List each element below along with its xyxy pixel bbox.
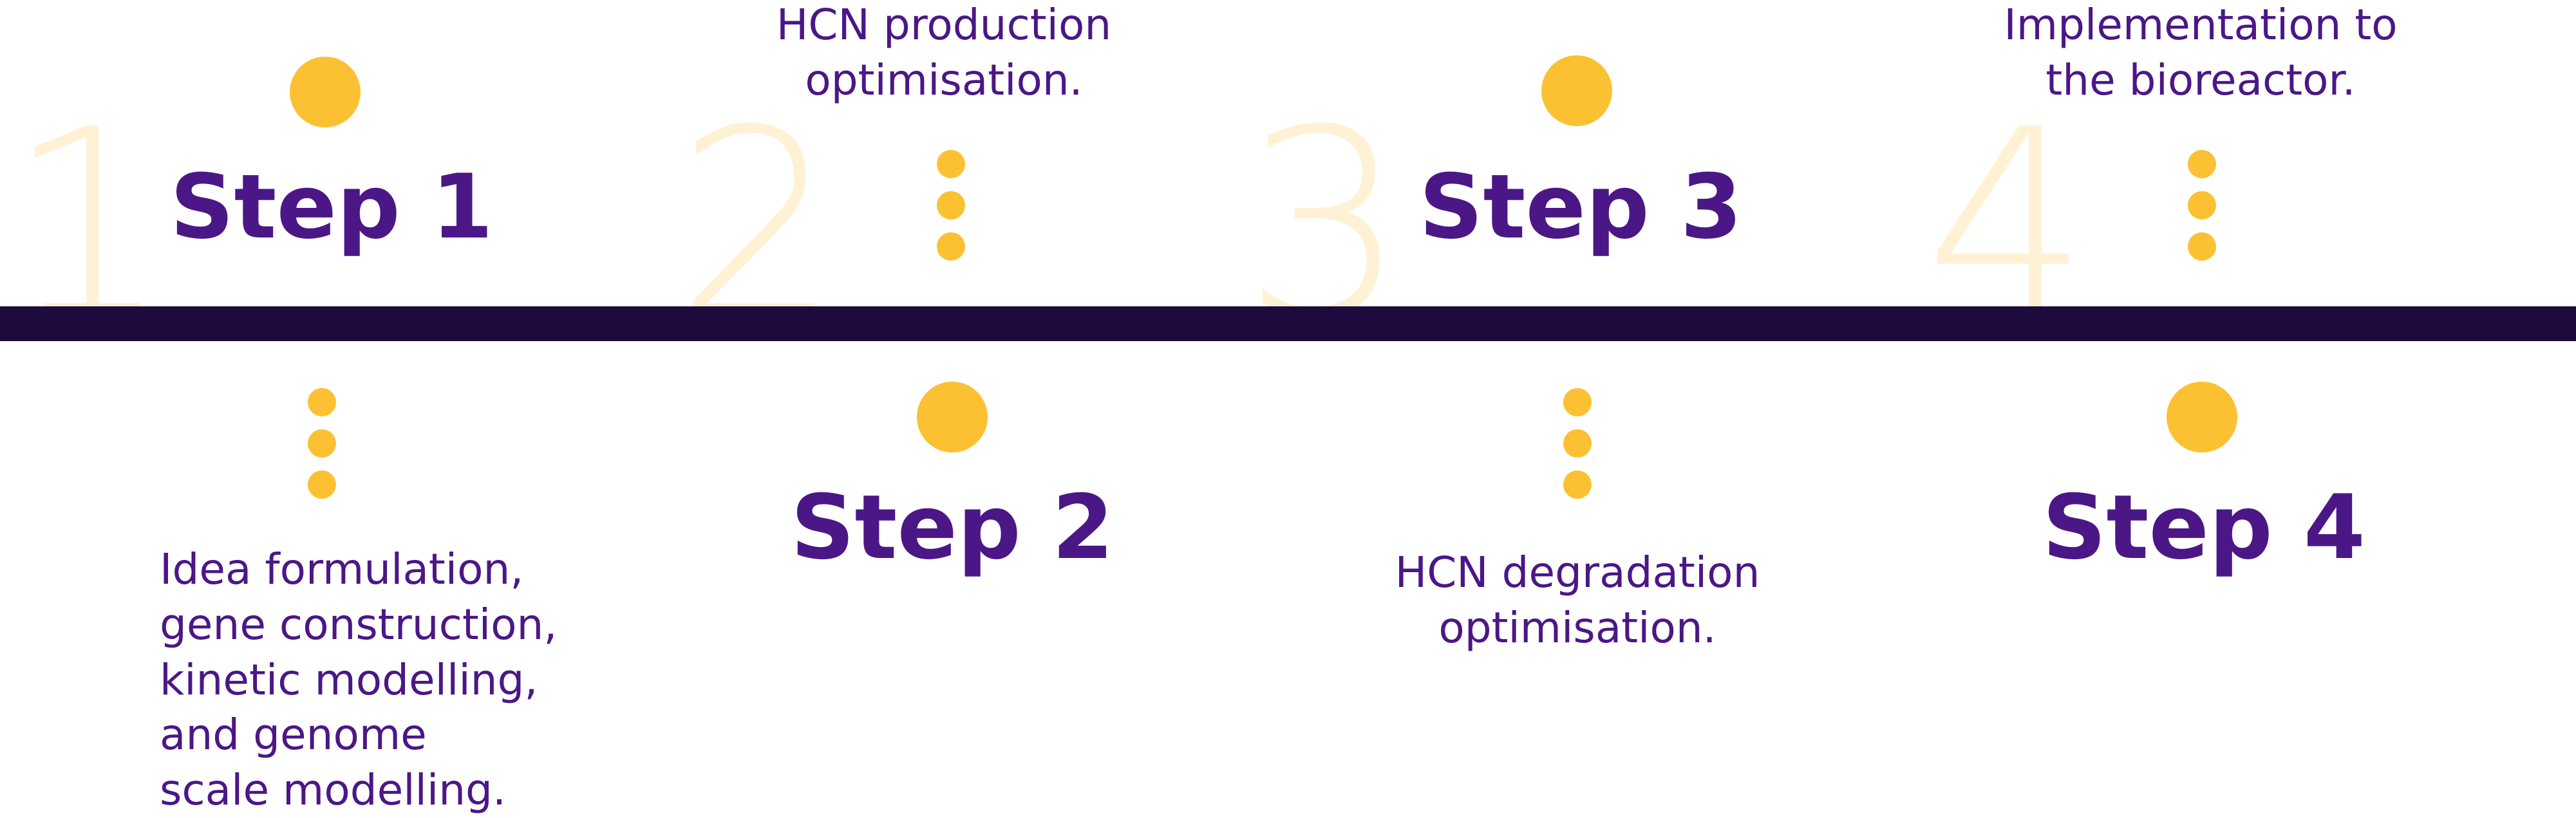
step-4-description-line-2: the bioreactor.: [2045, 55, 2356, 105]
step-2-description-line-1: HCN production: [776, 0, 1112, 50]
step-2-marker-dot: [917, 382, 988, 452]
step-4-label: Step 4: [2042, 476, 2365, 579]
step-1-description: Idea formulation, gene construction, kin…: [160, 542, 557, 818]
step-4-description-line-1: Implementation to: [2004, 0, 2398, 50]
step-1-description-line-5: scale modelling.: [160, 765, 506, 815]
step-1-label: Step 1: [170, 155, 493, 259]
step-3-label: Step 3: [1419, 155, 1742, 259]
step-2-connector-dot-2: [937, 191, 965, 219]
step-2-description-line-2: optimisation.: [805, 55, 1083, 105]
step-4-description: Implementation to the bioreactor.: [1943, 0, 2458, 108]
step-2-connector-dot-3: [937, 232, 965, 261]
step-2-label: Step 2: [791, 476, 1114, 579]
step-3-connector-dot-3: [1563, 470, 1592, 499]
step-4-connector-dot-3: [2188, 232, 2216, 261]
step-3-description-line-2: optimisation.: [1438, 602, 1716, 653]
step-1-marker-dot: [290, 57, 361, 127]
step-3-description-line-1: HCN degradation: [1395, 548, 1760, 597]
step-4-connector-dot-1: [2188, 150, 2216, 178]
step-4-connector-dot-2: [2188, 191, 2216, 219]
step-1-description-line-4: and genome: [160, 710, 427, 760]
step-4-marker-dot: [2167, 382, 2237, 452]
timeline-baseline: [0, 306, 2576, 341]
step-3-marker-dot: [1541, 55, 1612, 126]
step-1-connector-dot-3: [308, 470, 336, 499]
step-1-description-line-2: gene construction,: [160, 599, 558, 649]
step-3-description: HCN degradation optimisation.: [1320, 545, 1835, 656]
step-3-connector-dot-1: [1563, 388, 1592, 416]
step-3-connector-dot-2: [1563, 429, 1592, 458]
step-1-connector-dot-2: [308, 429, 336, 458]
step-1-description-line-1: Idea formulation,: [160, 544, 524, 594]
step-1-description-line-3: kinetic modelling,: [160, 655, 538, 705]
step-1-connector-dot-1: [308, 388, 336, 416]
step-2-connector-dot-1: [937, 150, 965, 178]
step-2-description: HCN production optimisation.: [686, 0, 1201, 108]
